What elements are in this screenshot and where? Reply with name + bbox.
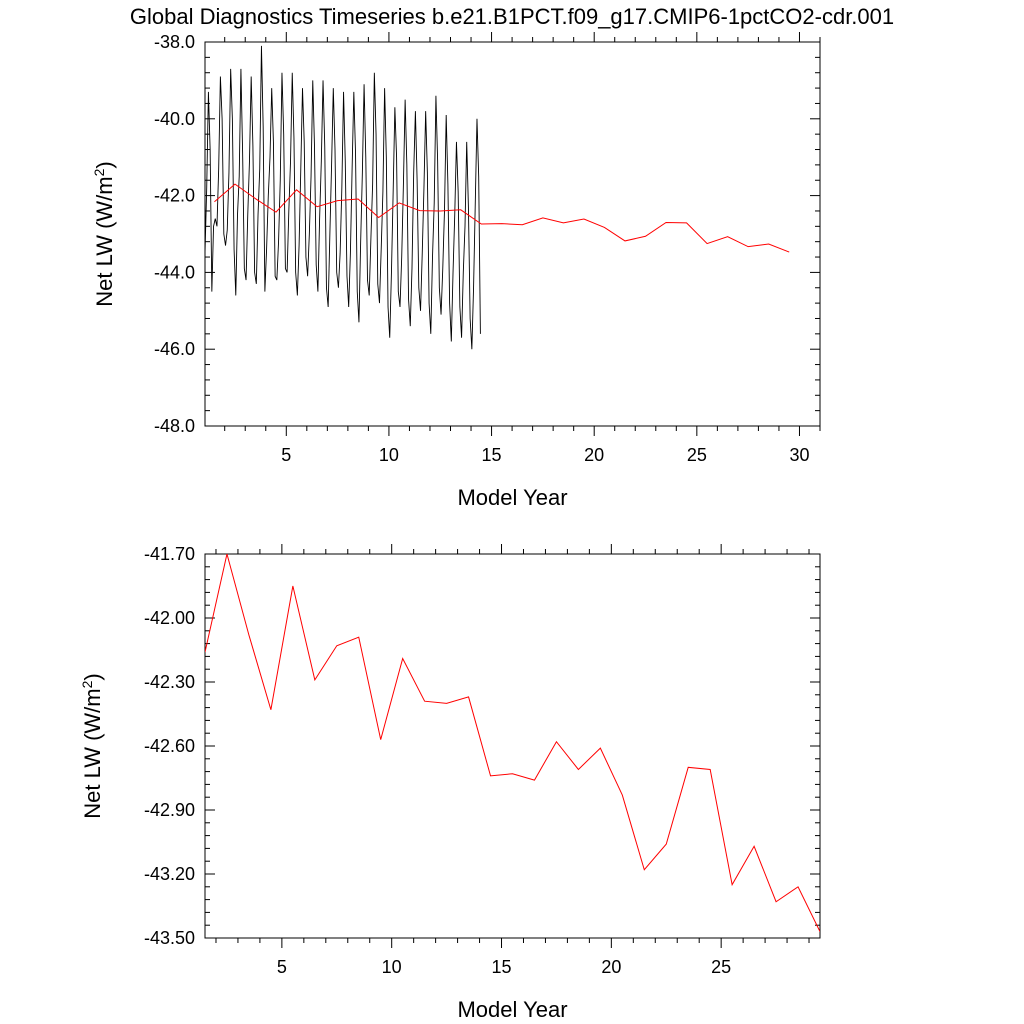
annual-mean-line [214, 183, 790, 253]
y-axis-label: Net LW (W/m2) [79, 673, 105, 818]
x-tick-label: 25 [687, 445, 707, 465]
y-tick-label: -42.60 [144, 736, 195, 756]
y-tick-label: -40.0 [154, 109, 195, 129]
x-tick-label: 20 [584, 445, 604, 465]
y-axis-label: Net LW (W/m2) [91, 161, 117, 306]
annual-mean-line [205, 554, 820, 932]
y-tick-label: -43.50 [144, 928, 195, 948]
y-tick-label: -43.20 [144, 864, 195, 884]
x-axis-label: Model Year [457, 997, 567, 1022]
y-tick-label: -38.0 [154, 32, 195, 52]
y-tick-label: -44.0 [154, 262, 195, 282]
y-tick-label: -46.0 [154, 339, 195, 359]
y-tick-label: -41.70 [144, 544, 195, 564]
chart-title: Global Diagnostics Timeseries b.e21.B1PC… [130, 4, 894, 29]
x-tick-label: 5 [277, 957, 287, 977]
x-tick-label: 10 [382, 957, 402, 977]
y-tick-label: -42.00 [144, 608, 195, 628]
x-tick-label: 15 [492, 957, 512, 977]
plot-frame [204, 553, 821, 939]
x-tick-label: 5 [281, 445, 291, 465]
bottom-panel: 5 10 15 20 25 -43.50 -43.20 -42.90 -42.60 -42.30 -… [79, 544, 821, 1022]
x-tick-label: 20 [601, 957, 621, 977]
top-panel: 5 10 15 20 25 30 -48.0 -46.0 -44.0 -42.0 -40.0 -38.… [91, 32, 821, 510]
plot-frame [204, 41, 821, 427]
x-tick-label: 30 [789, 445, 809, 465]
x-tick-label: 25 [711, 957, 731, 977]
x-tick-label: 10 [379, 445, 399, 465]
y-tick-label: -42.90 [144, 800, 195, 820]
monthly-series-line [205, 45, 481, 350]
y-tick-label: -42.0 [154, 186, 195, 206]
y-tick-label: -42.30 [144, 672, 195, 692]
y-tick-label: -48.0 [154, 416, 195, 436]
x-tick-label: 15 [482, 445, 502, 465]
x-axis-label: Model Year [457, 485, 567, 510]
